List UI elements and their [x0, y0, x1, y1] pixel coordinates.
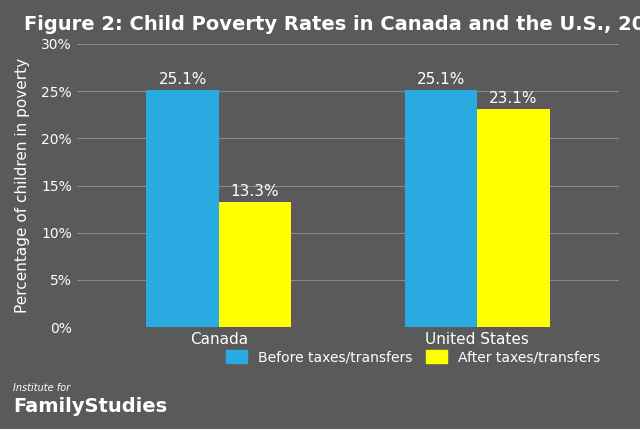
Bar: [477, 109, 550, 327]
Title: Figure 2: Child Poverty Rates in Canada and the U.S., 2008: Figure 2: Child Poverty Rates in Canada …: [24, 15, 640, 34]
Bar: [147, 90, 219, 327]
Bar: [405, 90, 477, 327]
Text: Institute for: Institute for: [13, 383, 70, 393]
Legend: Before taxes/transfers, After taxes/transfers: Before taxes/transfers, After taxes/tran…: [219, 343, 607, 371]
Text: 23.1%: 23.1%: [489, 91, 538, 106]
Y-axis label: Percentage of children in poverty: Percentage of children in poverty: [15, 58, 30, 313]
Text: FamilyStudies: FamilyStudies: [13, 397, 167, 416]
Bar: [219, 202, 291, 327]
Text: 13.3%: 13.3%: [230, 184, 279, 199]
Text: 25.1%: 25.1%: [417, 73, 465, 88]
Text: 25.1%: 25.1%: [159, 73, 207, 88]
